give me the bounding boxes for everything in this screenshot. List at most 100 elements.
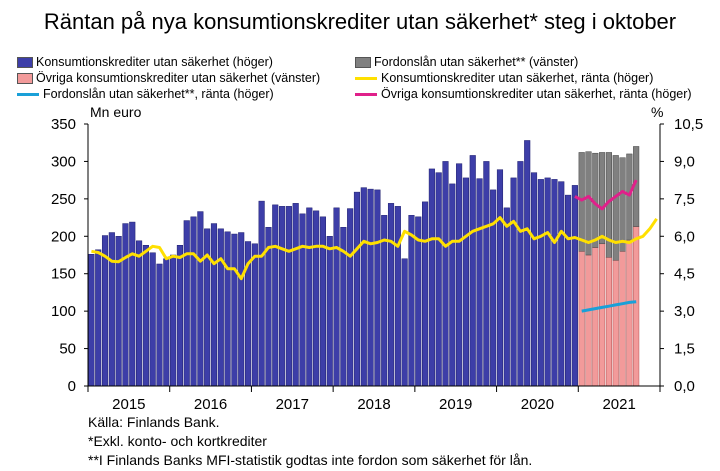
- left-tick-label: 50: [59, 341, 76, 358]
- left-tick-label: 150: [51, 266, 76, 283]
- left-tick-label: 350: [51, 116, 76, 133]
- bar-total: [469, 155, 476, 387]
- legend-item-fordon-rate: Fordonslån utan säkerhet**, ränta (höger…: [17, 87, 274, 101]
- bar-total: [210, 223, 218, 387]
- legend-line: [355, 76, 377, 80]
- legend-label: Fordonslån utan säkerhet**, ränta (höger…: [43, 87, 274, 101]
- bar-total: [204, 228, 211, 387]
- bar-total: [156, 263, 163, 387]
- bar-total: [401, 258, 408, 387]
- x-tick-label: 2015: [112, 396, 145, 413]
- bar-total: [231, 233, 238, 387]
- legend-swatch: [355, 56, 371, 68]
- x-tick-label: 2016: [194, 396, 227, 413]
- bar-ovriga: [605, 256, 612, 387]
- bar-fordon: [612, 155, 619, 261]
- bar-total: [176, 245, 183, 387]
- left-axis-unit: Mn euro: [90, 104, 142, 120]
- legend-label: Övriga konsumtionskrediter utan säkerhet…: [381, 87, 692, 101]
- line-total-rate: [91, 216, 658, 281]
- bar-total: [456, 163, 463, 387]
- x-tick-label: 2018: [357, 396, 390, 413]
- bar-total: [326, 236, 333, 387]
- bar-total: [272, 204, 279, 387]
- bar-total: [551, 179, 558, 387]
- bar-total: [544, 177, 551, 387]
- footnote-source: Källa: Finlands Bank.: [88, 414, 220, 430]
- right-axis-unit: %: [651, 104, 664, 120]
- bar-total: [408, 215, 415, 387]
- bar-total: [238, 232, 245, 387]
- x-tick-label: 2019: [439, 396, 472, 413]
- bar-ovriga: [619, 251, 626, 387]
- bar-total: [285, 206, 292, 387]
- bar-ovriga: [626, 239, 633, 387]
- bar-total: [422, 201, 429, 387]
- bar-total: [394, 206, 401, 387]
- bar-total: [565, 194, 572, 387]
- left-tick-label: 250: [51, 191, 76, 208]
- bar-ovriga: [578, 251, 585, 387]
- bar-ovriga: [612, 259, 619, 387]
- bar-total: [319, 216, 326, 387]
- bar-total: [129, 221, 136, 387]
- right-tick-label: 0,0: [674, 378, 695, 395]
- bar-total: [360, 187, 367, 387]
- bar-ovriga: [599, 243, 606, 387]
- bar-fordon: [626, 153, 633, 241]
- bar-total: [258, 200, 265, 387]
- bar-total: [122, 223, 129, 387]
- bar-total: [88, 254, 95, 387]
- bar-total: [374, 189, 381, 387]
- bar-total: [442, 161, 449, 387]
- legend-item-ovriga-rate: Övriga konsumtionskrediter utan säkerhet…: [355, 87, 692, 101]
- bar-ovriga: [585, 254, 592, 387]
- bar-total: [136, 240, 143, 387]
- bar-total: [483, 161, 490, 387]
- bar-total: [367, 188, 374, 387]
- legend-label: Konsumtionskrediter utan säkerhet, ränta…: [381, 71, 654, 85]
- legend-line: [355, 92, 377, 96]
- bar-total: [292, 203, 299, 387]
- bar-total: [387, 203, 395, 387]
- legend-swatch: [17, 56, 33, 68]
- bar-total: [197, 211, 204, 387]
- bar-total: [537, 179, 544, 387]
- x-tick-label: 2017: [276, 396, 309, 413]
- line-ovriga-rate: [574, 179, 638, 211]
- legend-swatch: [17, 72, 33, 84]
- right-tick-label: 4,5: [674, 266, 695, 283]
- bar-total: [353, 191, 361, 387]
- right-tick-label: 1,5: [674, 341, 695, 358]
- x-tick-label: 2021: [602, 396, 635, 413]
- bar-total: [530, 172, 538, 387]
- line-fordon-rate: [581, 300, 637, 313]
- bar-fordon: [599, 152, 606, 245]
- bar-total: [108, 232, 115, 387]
- legend-line: [17, 92, 39, 96]
- legend-label: Fordonslån utan säkerhet** (vänster): [374, 55, 579, 69]
- legend-item-total-rate: Konsumtionskrediter utan säkerhet, ränta…: [355, 71, 653, 85]
- left-tick-label: 200: [51, 228, 76, 245]
- left-tick-label: 100: [51, 303, 76, 320]
- bar-total: [490, 189, 497, 387]
- bar-total: [558, 181, 565, 387]
- bar-total: [510, 177, 517, 387]
- right-tick-label: 3,0: [674, 303, 695, 320]
- left-tick-label: 0: [68, 378, 76, 395]
- bar-total: [299, 213, 306, 387]
- bar-total: [517, 161, 524, 387]
- bar-total: [163, 258, 170, 387]
- bar-total: [503, 207, 510, 387]
- bar-total: [279, 206, 286, 387]
- right-tick-label: 10,5: [674, 116, 703, 133]
- bar-total: [170, 254, 177, 387]
- bar-total: [224, 231, 231, 387]
- bar-fordon: [619, 157, 626, 252]
- bar-ovriga: [592, 247, 599, 387]
- bar-total: [476, 178, 483, 387]
- legend-item-fordon-bars: Fordonslån utan säkerhet** (vänster): [355, 55, 578, 69]
- legend-item-total-bars: Konsumtionskrediter utan säkerhet (höger…: [17, 55, 273, 69]
- bar-total: [449, 183, 456, 387]
